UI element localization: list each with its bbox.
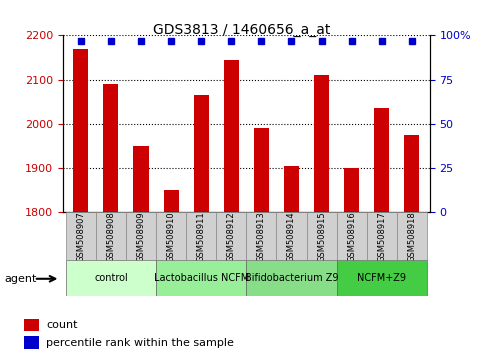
Bar <box>164 190 179 212</box>
Bar <box>96 212 126 260</box>
Bar <box>224 60 239 212</box>
Bar <box>337 260 427 296</box>
Bar <box>404 135 419 212</box>
Text: GSM508910: GSM508910 <box>167 211 176 262</box>
Text: Bifidobacterium Z9: Bifidobacterium Z9 <box>245 273 338 283</box>
Bar <box>194 95 209 212</box>
Text: Lactobacillus NCFM: Lactobacillus NCFM <box>154 273 249 283</box>
Bar <box>73 48 88 212</box>
Bar <box>133 146 149 212</box>
Bar <box>276 212 307 260</box>
Bar <box>246 212 276 260</box>
Bar <box>397 212 427 260</box>
Bar <box>156 260 246 296</box>
Bar <box>156 212 186 260</box>
Text: GSM508916: GSM508916 <box>347 211 356 262</box>
Text: GSM508917: GSM508917 <box>377 211 386 262</box>
Text: GSM508912: GSM508912 <box>227 211 236 262</box>
Text: GSM508911: GSM508911 <box>197 211 206 262</box>
Text: control: control <box>94 273 128 283</box>
Text: GSM508914: GSM508914 <box>287 211 296 262</box>
Bar <box>126 212 156 260</box>
Bar <box>344 168 359 212</box>
Bar <box>66 212 96 260</box>
Bar <box>337 212 367 260</box>
Text: agent: agent <box>5 274 37 284</box>
Text: NCFM+Z9: NCFM+Z9 <box>357 273 406 283</box>
Text: GDS3813 / 1460656_a_at: GDS3813 / 1460656_a_at <box>153 23 330 37</box>
Text: GSM508907: GSM508907 <box>76 211 85 262</box>
Text: count: count <box>46 320 77 330</box>
Text: GSM508909: GSM508909 <box>137 211 145 262</box>
Bar <box>307 212 337 260</box>
Bar <box>367 212 397 260</box>
Text: GSM508915: GSM508915 <box>317 211 326 262</box>
Text: GSM508908: GSM508908 <box>106 211 115 262</box>
Bar <box>254 128 269 212</box>
Bar <box>314 75 329 212</box>
Bar <box>186 212 216 260</box>
Bar <box>246 260 337 296</box>
Bar <box>66 260 156 296</box>
Bar <box>284 166 299 212</box>
Bar <box>103 84 118 212</box>
Text: GSM508918: GSM508918 <box>407 211 416 262</box>
Text: percentile rank within the sample: percentile rank within the sample <box>46 338 234 348</box>
Bar <box>216 212 246 260</box>
Bar <box>24 336 40 349</box>
Text: GSM508913: GSM508913 <box>257 211 266 262</box>
Bar <box>24 319 40 331</box>
Bar <box>374 108 389 212</box>
